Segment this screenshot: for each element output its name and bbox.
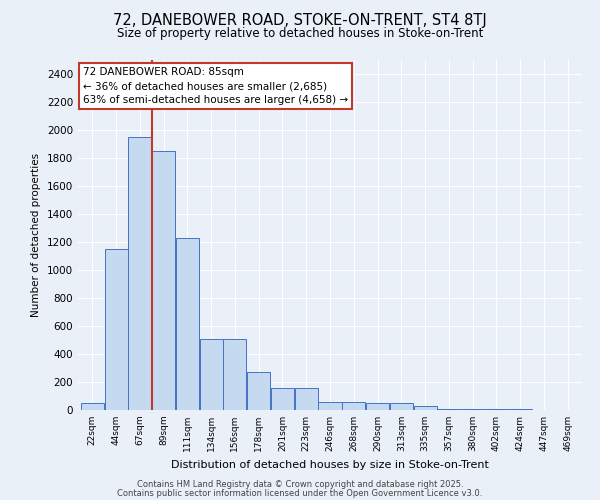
Bar bbox=[319, 402, 341, 410]
Text: 72 DANEBOWER ROAD: 85sqm
← 36% of detached houses are smaller (2,685)
63% of sem: 72 DANEBOWER ROAD: 85sqm ← 36% of detach… bbox=[83, 67, 348, 105]
Text: Contains HM Land Registry data © Crown copyright and database right 2025.: Contains HM Land Registry data © Crown c… bbox=[137, 480, 463, 489]
Bar bbox=[104, 249, 128, 410]
Bar bbox=[200, 338, 223, 410]
X-axis label: Distribution of detached houses by size in Stoke-on-Trent: Distribution of detached houses by size … bbox=[171, 460, 489, 469]
Bar bbox=[461, 408, 484, 410]
Bar bbox=[152, 151, 175, 410]
Y-axis label: Number of detached properties: Number of detached properties bbox=[31, 153, 41, 317]
Bar bbox=[413, 406, 437, 410]
Bar bbox=[295, 388, 318, 410]
Text: 72, DANEBOWER ROAD, STOKE-ON-TRENT, ST4 8TJ: 72, DANEBOWER ROAD, STOKE-ON-TRENT, ST4 … bbox=[113, 12, 487, 28]
Bar bbox=[342, 402, 365, 410]
Bar bbox=[128, 137, 151, 410]
Text: Contains public sector information licensed under the Open Government Licence v3: Contains public sector information licen… bbox=[118, 488, 482, 498]
Bar bbox=[176, 238, 199, 410]
Bar bbox=[271, 388, 294, 410]
Bar bbox=[81, 403, 104, 410]
Bar bbox=[437, 408, 460, 410]
Text: Size of property relative to detached houses in Stoke-on-Trent: Size of property relative to detached ho… bbox=[117, 28, 483, 40]
Bar bbox=[247, 372, 270, 410]
Bar bbox=[223, 338, 247, 410]
Bar bbox=[366, 403, 389, 410]
Bar bbox=[390, 403, 413, 410]
